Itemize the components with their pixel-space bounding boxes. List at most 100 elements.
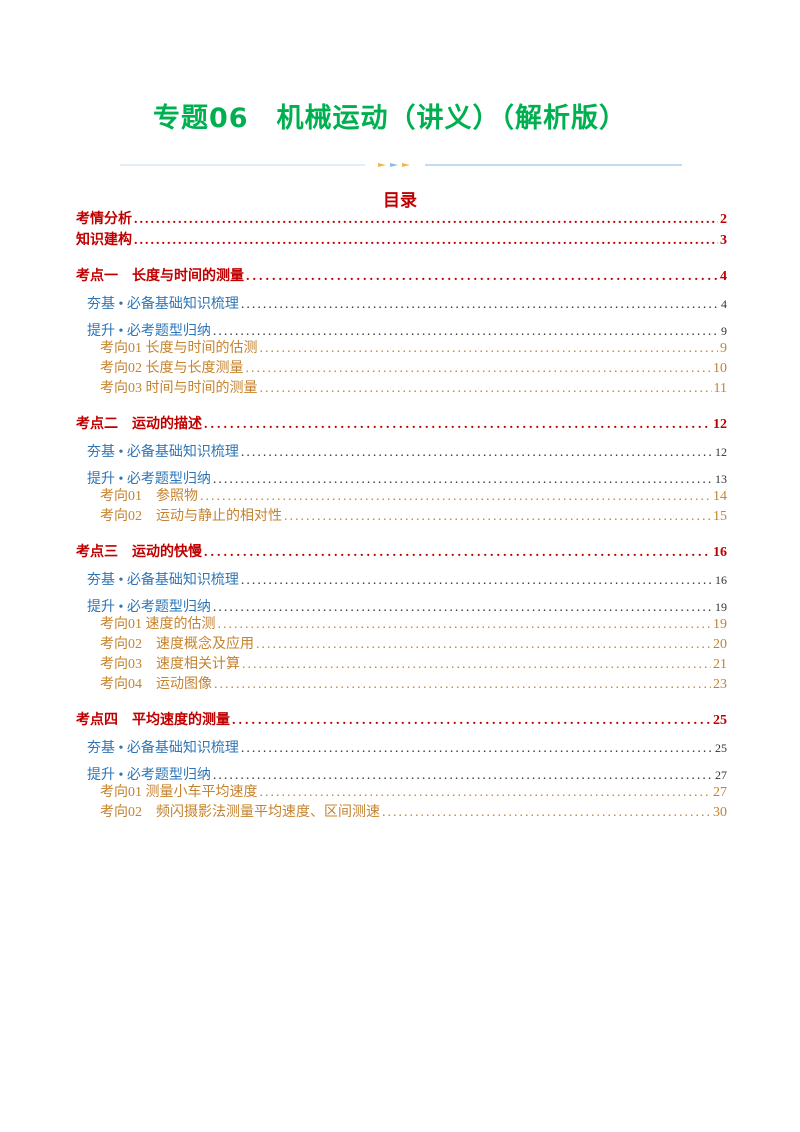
leader-dots	[241, 295, 719, 315]
entry-text: 考情分析	[76, 212, 132, 227]
entry-text: 考向02 频闪摄影法测量平均速度、区间测速	[100, 805, 380, 820]
item-entry: 考向04 运动图像 23	[76, 675, 727, 695]
entry-text: 考向02 运动与静止的相对性	[100, 509, 282, 524]
title: 专题06 机械运动（讲义）（解析版）	[152, 103, 628, 134]
item-entry: 考向02 长度与长度测量 10	[76, 359, 727, 379]
page-number: 13	[715, 472, 727, 486]
section-entry: 提升 • 必考题型归纳 9	[76, 321, 727, 341]
page-number: 10	[713, 361, 727, 376]
chapter-entry: 考点四 平均速度的测量 25	[76, 711, 727, 731]
page-number: 16	[713, 545, 727, 560]
entry-text: 提升 • 必考题型归纳	[87, 324, 211, 339]
entry-text: 考向02 长度与长度测量	[100, 361, 244, 376]
entry-text: 提升 • 必考题型归纳	[87, 472, 211, 487]
leader-dots	[218, 615, 712, 635]
chapter-entry: 考点一 长度与时间的测量 4	[76, 267, 727, 287]
page-number: 25	[715, 741, 727, 755]
page-number: 23	[713, 677, 727, 692]
page-number: 4	[720, 269, 727, 284]
leader-dots	[246, 267, 718, 287]
section-entry: 夯基 • 必备基础知识梳理 12	[76, 442, 727, 462]
section-entry: 提升 • 必考题型归纳 13	[76, 469, 727, 489]
leader-dots	[241, 571, 713, 591]
entry-text: 考点三 运动的快慢	[76, 545, 202, 560]
entry-text: 考向01 参照物	[100, 489, 198, 504]
entry-text: 考向04 运动图像	[100, 677, 212, 692]
leader-dots	[241, 739, 713, 759]
page-number: 4	[721, 297, 727, 311]
item-entry: 考向02 速度概念及应用 20	[76, 635, 727, 655]
entry-text: 考向01 速度的估测	[100, 617, 216, 632]
page-number: 27	[715, 768, 727, 782]
entry-text: 考点一 长度与时间的测量	[76, 269, 244, 284]
leader-dots	[200, 487, 711, 507]
leader-dots	[256, 635, 711, 655]
leader-dots	[284, 507, 711, 527]
entry-text: 考向03 速度相关计算	[100, 657, 240, 672]
page-number: 9	[720, 341, 727, 356]
entry-text: 提升 • 必考题型归纳	[87, 600, 211, 615]
entry-text: 提升 • 必考题型归纳	[87, 768, 211, 783]
entry-text: 考点四 平均速度的测量	[76, 713, 230, 728]
leader-dots	[204, 543, 711, 563]
leader-dots	[260, 339, 719, 359]
entry-text: 知识建构	[76, 233, 132, 248]
entry-text: 考向01 长度与时间的估测	[100, 341, 258, 356]
title-rule	[120, 163, 682, 167]
item-entry: 考向03 时间与时间的测量 11	[76, 379, 727, 399]
item-entry: 考向02 频闪摄影法测量平均速度、区间测速 30	[76, 803, 727, 823]
page-number: 19	[715, 600, 727, 614]
leader-dots	[260, 379, 712, 399]
page-number: 20	[713, 637, 727, 652]
leader-dots	[382, 803, 711, 823]
leader-dots	[134, 230, 718, 251]
page-number: 3	[720, 233, 727, 248]
leader-dots	[214, 675, 711, 695]
toc-entry: 知识建构 3	[76, 230, 727, 251]
page-number: 11	[713, 381, 727, 396]
leader-dots	[246, 359, 712, 379]
page-number: 12	[715, 445, 727, 459]
page-number: 19	[713, 617, 727, 632]
leader-dots	[134, 209, 718, 230]
entry-text: 夯基 • 必备基础知识梳理	[87, 741, 239, 756]
toc-entry: 考情分析 2	[76, 209, 727, 230]
toc-heading: 目录	[383, 191, 417, 210]
section-entry: 夯基 • 必备基础知识梳理 25	[76, 738, 727, 758]
page-number: 9	[721, 324, 727, 338]
leader-dots	[232, 711, 711, 731]
page-number: 12	[713, 417, 727, 432]
page-number: 14	[713, 489, 727, 504]
leader-dots	[242, 655, 711, 675]
entry-text: 夯基 • 必备基础知识梳理	[87, 445, 239, 460]
chapter-entry: 考点三 运动的快慢 16	[76, 543, 727, 563]
page-number: 27	[713, 785, 727, 800]
item-entry: 考向01 参照物 14	[76, 487, 727, 507]
page-number: 21	[713, 657, 727, 672]
item-entry: 考向03 速度相关计算 21	[76, 655, 727, 675]
toc: 考情分析 2 知识建构 3 考点一 长度与时间的测量 4 夯基 • 必备基础知识梳理 4 提升 …	[76, 209, 727, 823]
item-entry: 考向01 速度的估测 19	[76, 615, 727, 635]
entry-text: 考向03 时间与时间的测量	[100, 381, 258, 396]
leader-dots	[241, 443, 713, 463]
page-number: 16	[715, 573, 727, 587]
page-number: 2	[720, 212, 727, 227]
leader-dots	[204, 415, 711, 435]
entry-text: 夯基 • 必备基础知识梳理	[87, 573, 239, 588]
page-number: 30	[713, 805, 727, 820]
item-entry: 考向02 运动与静止的相对性 15	[76, 507, 727, 527]
item-entry: 考向01 测量小车平均速度 27	[76, 783, 727, 803]
section-entry: 提升 • 必考题型归纳 19	[76, 597, 727, 617]
entry-text: 考向02 速度概念及应用	[100, 637, 254, 652]
section-entry: 夯基 • 必备基础知识梳理 4	[76, 294, 727, 314]
section-entry: 提升 • 必考题型归纳 27	[76, 765, 727, 785]
page-number: 15	[713, 509, 727, 524]
leader-dots	[260, 783, 712, 803]
item-entry: 考向01 长度与时间的估测 9	[76, 339, 727, 359]
page-number: 25	[713, 713, 727, 728]
section-entry: 夯基 • 必备基础知识梳理 16	[76, 570, 727, 590]
entry-text: 考向01 测量小车平均速度	[100, 785, 258, 800]
entry-text: 考点二 运动的描述	[76, 417, 202, 432]
entry-text: 夯基 • 必备基础知识梳理	[87, 297, 239, 312]
